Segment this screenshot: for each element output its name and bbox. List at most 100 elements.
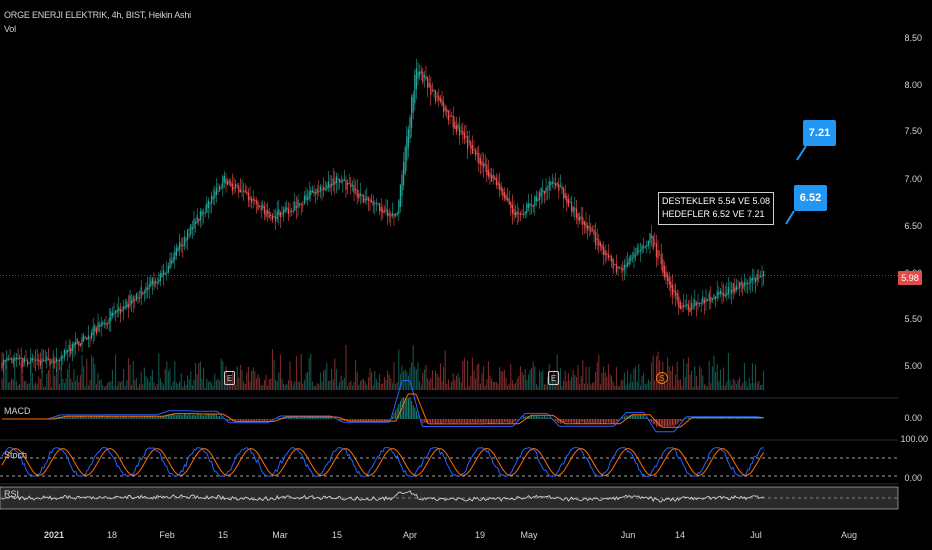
- volume-bar: [86, 358, 88, 390]
- candle-body: [20, 357, 22, 359]
- dividend-event[interactable]: S: [656, 372, 668, 384]
- volume-bar: [17, 385, 19, 390]
- candle-body: [254, 199, 256, 202]
- support-target-note[interactable]: DESTEKLER 5.54 VE 5.08 HEDEFLER 6.52 VE …: [658, 192, 774, 225]
- candle-body: [684, 305, 686, 307]
- macd-hist-bar: [99, 416, 101, 419]
- candle-body: [524, 211, 526, 215]
- macd-hist-bar: [534, 416, 536, 419]
- candle-body: [564, 193, 566, 199]
- macd-hist-bar: [158, 416, 160, 419]
- time-tick-18: 18: [106, 530, 118, 540]
- candle-body: [359, 193, 361, 196]
- earnings-event-2[interactable]: E: [548, 371, 559, 385]
- candle-body: [598, 239, 600, 246]
- candle-body: [15, 357, 17, 360]
- macd-hist-bar: [358, 419, 360, 422]
- candle-body: [455, 125, 457, 132]
- volume-bar: [742, 382, 744, 390]
- volume-bar: [579, 384, 581, 390]
- candle-body: [734, 287, 736, 293]
- volume-bar: [503, 369, 505, 390]
- macd-hist-bar: [750, 417, 752, 419]
- candle-body: [463, 132, 465, 140]
- candle-body: [270, 214, 272, 216]
- stoch-d-line: [1, 448, 765, 476]
- candle-body: [71, 344, 73, 351]
- macd-hist-bar: [508, 419, 510, 424]
- candle-body: [76, 338, 78, 344]
- volume-bar: [62, 378, 64, 390]
- volume-bar: [705, 385, 707, 390]
- macd-hist-bar: [743, 418, 745, 419]
- macd-hist-bar: [196, 414, 198, 419]
- candle-body: [78, 341, 80, 346]
- volume-bar: [255, 378, 257, 390]
- candle-body: [710, 296, 712, 303]
- volume-bar: [132, 360, 134, 390]
- candle-body: [131, 300, 133, 304]
- macd-hist-bar: [510, 419, 512, 424]
- candle-body: [342, 179, 344, 182]
- candle-body: [475, 149, 477, 156]
- candle-body: [419, 71, 421, 76]
- candle-body: [51, 362, 53, 364]
- volume-bar: [251, 370, 253, 390]
- macd-hist-bar: [363, 419, 365, 421]
- volume-bar: [574, 374, 576, 390]
- volume-bar: [563, 380, 565, 390]
- volume-bar: [311, 381, 313, 390]
- candle-body: [447, 110, 449, 121]
- candle-body: [763, 270, 765, 277]
- macd-hist-bar: [715, 417, 717, 419]
- candle-body: [187, 229, 189, 240]
- candle-body: [284, 207, 286, 212]
- target-callout-2[interactable]: 7.21: [803, 120, 836, 146]
- macd-hist-bar: [115, 416, 117, 419]
- volume-bar: [630, 373, 632, 390]
- volume-bar: [81, 355, 83, 390]
- volume-bar: [756, 383, 758, 390]
- volume-bar: [12, 379, 14, 390]
- macd-hist-bar: [547, 416, 549, 419]
- macd-hist-bar: [649, 419, 651, 421]
- candle-body: [540, 187, 542, 197]
- macd-hist-bar: [611, 419, 613, 424]
- candle-body: [652, 236, 654, 249]
- macd-hist-bar: [716, 418, 718, 419]
- macd-hist-bar: [697, 417, 699, 419]
- target-callout-1[interactable]: 6.52: [794, 185, 827, 211]
- candle-body: [556, 183, 558, 185]
- macd-hist-bar: [126, 416, 128, 419]
- candle-body: [33, 359, 35, 361]
- macd-hist-bar: [756, 417, 758, 419]
- volume-bar: [483, 365, 485, 390]
- macd-hist-bar: [254, 419, 256, 422]
- volume-bar: [695, 376, 697, 390]
- macd-hist-bar: [292, 417, 294, 419]
- macd-hist-bar: [284, 417, 286, 419]
- candle-body: [153, 280, 155, 286]
- volume-bar: [435, 370, 437, 390]
- macd-hist-bar: [441, 419, 443, 424]
- candle-body: [518, 212, 520, 214]
- candle-body: [521, 214, 523, 216]
- volume-bar: [550, 380, 552, 390]
- volume-bar: [633, 368, 635, 390]
- volume-bar: [473, 370, 475, 390]
- volume-bar: [324, 369, 326, 390]
- macd-hist-bar: [305, 417, 307, 419]
- candle-body: [526, 203, 528, 213]
- candle-body: [260, 206, 262, 211]
- earnings-event-1[interactable]: E: [224, 371, 235, 385]
- macd-hist-bar: [566, 419, 568, 423]
- volume-bar: [79, 375, 81, 390]
- candle-body: [502, 188, 504, 196]
- candle-body: [335, 176, 337, 184]
- candle-body: [755, 278, 757, 283]
- volume-bar: [532, 361, 534, 390]
- volume-bar: [446, 383, 448, 390]
- candle-body: [398, 200, 400, 214]
